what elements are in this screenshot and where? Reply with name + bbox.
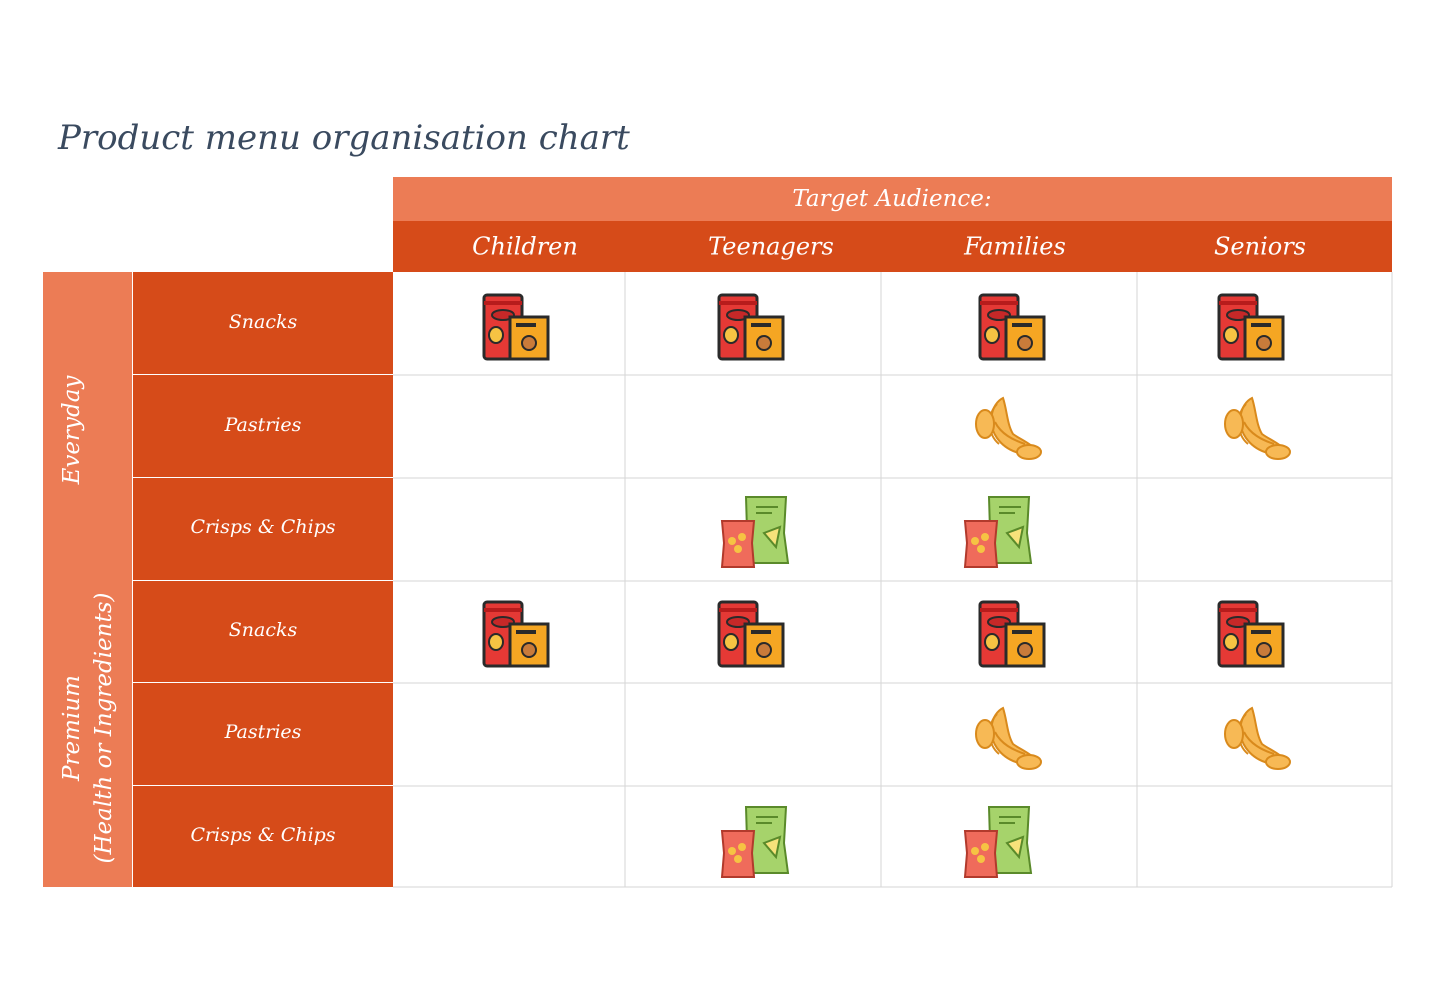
group-label: Everyday (59, 375, 85, 486)
audience: Seniors (1214, 233, 1306, 261)
group-band (43, 272, 132, 887)
row-label: Snacks (229, 311, 298, 333)
snacks-icon (1217, 600, 1285, 668)
row-cell (133, 478, 393, 580)
snacks-icon (978, 600, 1046, 668)
crisps-icon (721, 806, 789, 878)
snacks-icon (1217, 293, 1285, 361)
group-label: Premium (59, 675, 85, 782)
row-label: Crisps & Chips (190, 516, 335, 538)
row-cell (133, 272, 393, 374)
title: Product menu organisation chart (57, 118, 630, 158)
row-label: Pastries (224, 721, 302, 743)
row-cell (133, 683, 393, 785)
row-labels: Snacks Pastries Crisps & Chips Snacks Pa… (133, 272, 393, 887)
crisps-icon (721, 496, 789, 568)
grid (393, 272, 1393, 888)
row-label: Snacks (229, 619, 298, 641)
audience: Families (963, 233, 1066, 261)
croissant-icon (975, 707, 1042, 770)
icons (482, 293, 1291, 878)
snacks-icon (717, 600, 785, 668)
audience: Children (472, 233, 578, 261)
header-label: Target Audience: (792, 186, 991, 212)
header-band (393, 177, 1392, 221)
audience-band (393, 221, 1392, 272)
row-cell (133, 581, 393, 682)
crisps-icon (964, 806, 1032, 878)
snacks-icon (482, 600, 550, 668)
croissant-icon (1224, 707, 1291, 770)
croissant-icon (1224, 397, 1291, 460)
croissant-icon (975, 397, 1042, 460)
row-cell (133, 786, 393, 887)
group-label: (Health or Ingredients) (91, 593, 117, 864)
snacks-icon (482, 293, 550, 361)
row-label: Crisps & Chips (190, 824, 335, 846)
snacks-icon (717, 293, 785, 361)
audience: Teenagers (708, 233, 834, 261)
row-label: Pastries (224, 414, 302, 436)
row-cell (133, 375, 393, 477)
snacks-icon (978, 293, 1046, 361)
crisps-icon (964, 496, 1032, 568)
